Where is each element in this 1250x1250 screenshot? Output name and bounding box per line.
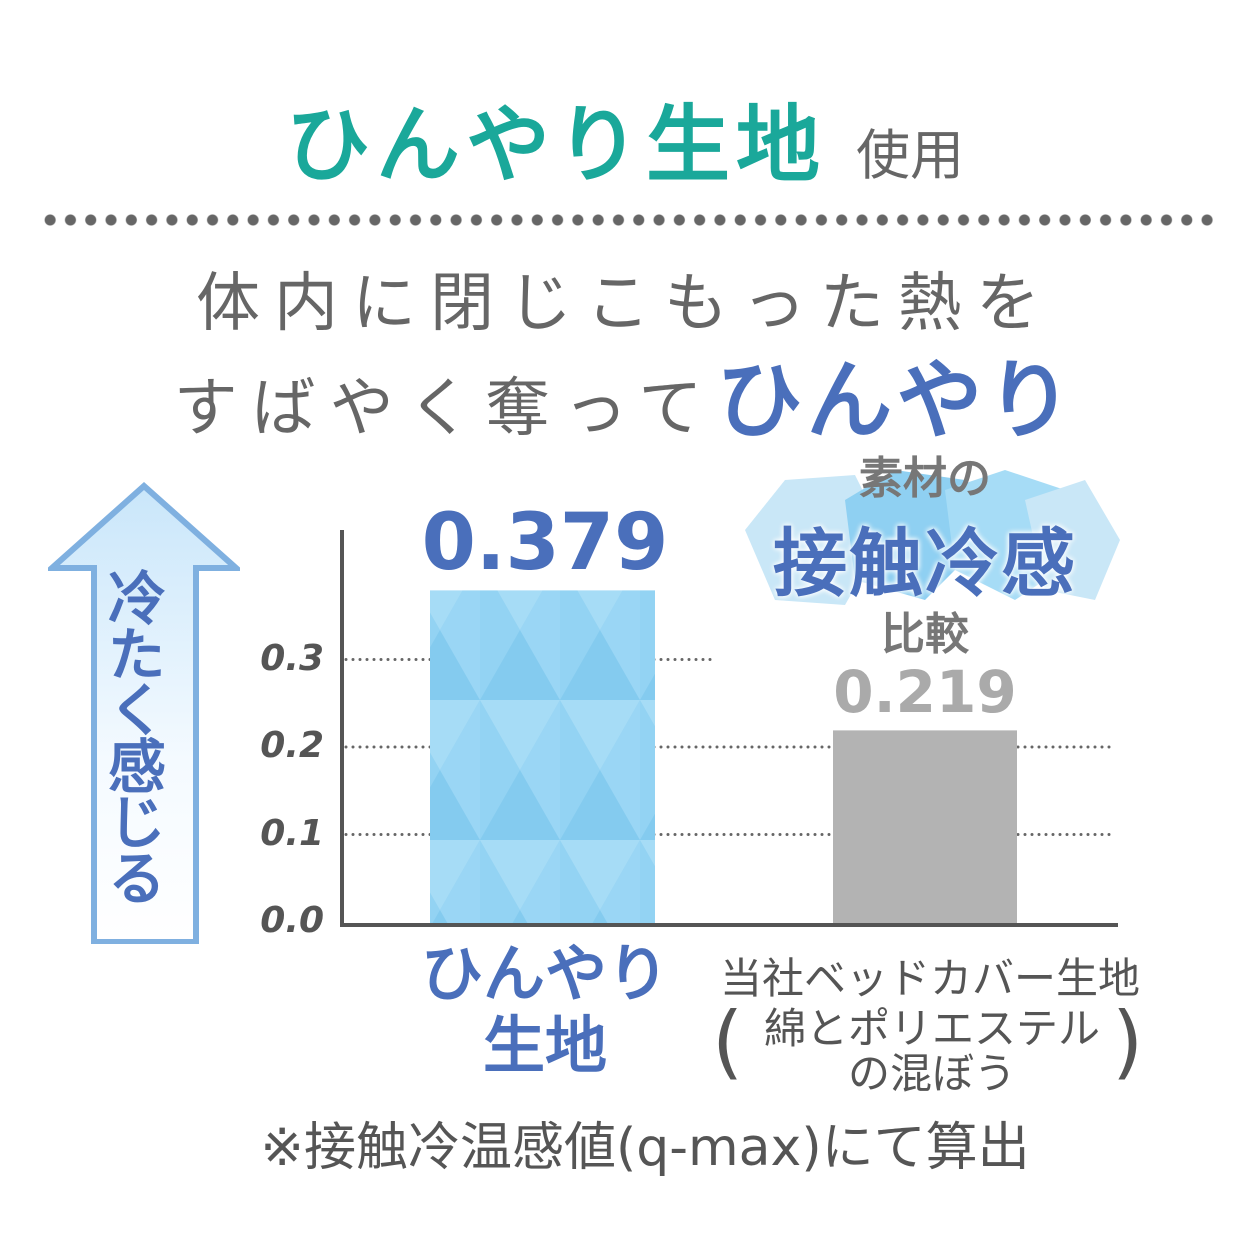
badge-top-text: 素材の bbox=[859, 453, 991, 504]
category-label-bedcover-line3: の混ぼう bbox=[847, 1049, 1016, 1098]
lead-line-2: すばやく奪ってひんやり bbox=[0, 330, 1250, 455]
category-label-bedcover: 当社ベッドカバー生地 bbox=[719, 954, 1140, 1003]
lead-line-2-text: すばやく奪って bbox=[173, 372, 717, 446]
y-tick-label: 0.3 bbox=[260, 637, 324, 679]
title-suffix: 使用 bbox=[856, 124, 964, 187]
dotted-divider bbox=[40, 213, 1215, 227]
data-label-hinyari: 0.379 bbox=[421, 498, 669, 589]
bar-bedcover bbox=[833, 730, 1017, 923]
lead-line-1: 体内に閉じこもった熱を bbox=[196, 267, 1054, 341]
y-tick-label: 0.1 bbox=[260, 812, 324, 854]
paren-open: ( bbox=[712, 995, 744, 1088]
y-axis-label: 冷たく感じる bbox=[98, 568, 166, 904]
badge-main-text: 接触冷感 bbox=[773, 521, 1077, 607]
paren-close: ) bbox=[1112, 995, 1144, 1088]
category-label-bedcover-line2: 綿とポリエステル bbox=[763, 1004, 1100, 1053]
category-label-line: 生地 bbox=[482, 1009, 607, 1082]
category-label-line: ひんやり bbox=[420, 937, 669, 1010]
badge-bottom-text: 比較 bbox=[881, 609, 969, 660]
y-tick-label: 0.2 bbox=[260, 725, 324, 766]
footnote: ※接触冷温感値(q-max)にて算出 bbox=[260, 1118, 1030, 1178]
up-arrow-icon bbox=[48, 482, 240, 944]
data-label-bedcover: 0.219 bbox=[833, 658, 1017, 727]
y-tick-label: 0.0 bbox=[260, 900, 324, 941]
category-label-hinyari: ひんやり 生地 bbox=[400, 938, 690, 1082]
badge-background bbox=[745, 470, 1120, 605]
bar-hinyari bbox=[430, 590, 655, 923]
lead-emphasis: ひんやり bbox=[716, 351, 1077, 451]
page-title: ひんやり生地 使用 bbox=[0, 78, 1250, 199]
title-main: ひんやり生地 bbox=[285, 96, 826, 194]
